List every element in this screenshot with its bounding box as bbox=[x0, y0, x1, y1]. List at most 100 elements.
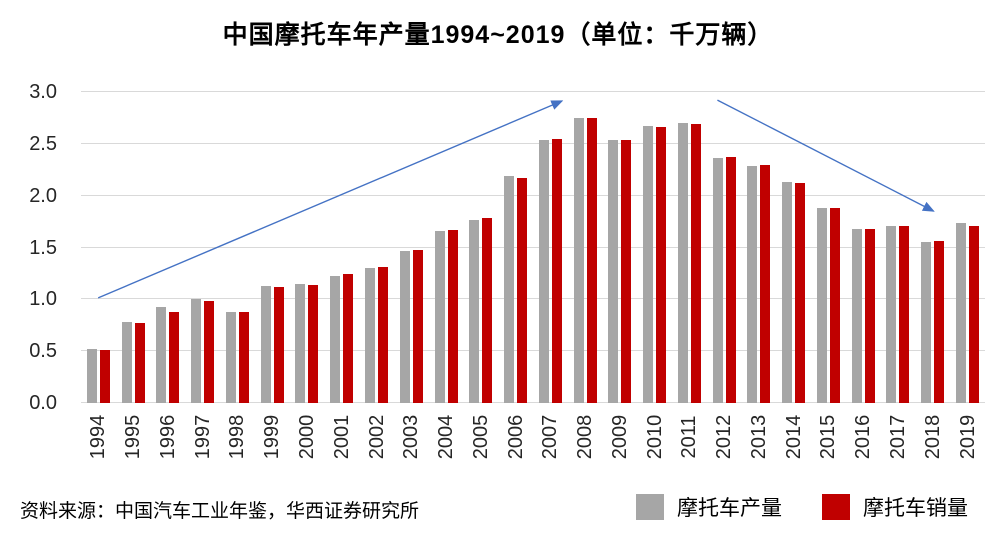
x-tick-label-2003: 2003 bbox=[400, 414, 423, 460]
x-tick-label-2018: 2018 bbox=[921, 414, 944, 460]
x-tick-cell: 1996 bbox=[151, 404, 186, 474]
sales-bar-2011 bbox=[690, 124, 701, 403]
x-tick-cell: 2014 bbox=[776, 404, 811, 474]
y-axis: 0.0 0.5 1.0 1.5 2.0 2.5 3.0 bbox=[0, 82, 57, 413]
production-bar-2009 bbox=[608, 139, 619, 403]
x-tick-cell: 2009 bbox=[602, 404, 637, 474]
bar-group-2011 bbox=[672, 92, 707, 403]
sales-bar-2001 bbox=[343, 274, 354, 403]
production-bar-2016 bbox=[851, 228, 862, 403]
bar-group-1997 bbox=[185, 92, 220, 403]
production-bar-2017 bbox=[886, 225, 897, 403]
y-tick-label: 3.0 bbox=[29, 81, 57, 103]
sales-bar-1996 bbox=[169, 311, 180, 403]
x-tick-cell: 2018 bbox=[915, 404, 950, 474]
x-tick-label-2001: 2001 bbox=[330, 414, 353, 460]
plot-area bbox=[81, 91, 985, 403]
sales-bar-1995 bbox=[134, 323, 145, 403]
x-tick-cell: 2007 bbox=[533, 404, 568, 474]
sales-bar-2018 bbox=[934, 241, 945, 403]
sales-bar-2019 bbox=[969, 225, 980, 403]
sales-bar-1994 bbox=[99, 350, 110, 403]
x-tick-cell: 2010 bbox=[637, 404, 672, 474]
production-bar-2001 bbox=[330, 275, 341, 403]
sales-bar-2002 bbox=[378, 267, 388, 403]
y-tick-label: 0.5 bbox=[29, 340, 57, 363]
x-tick-cell: 2005 bbox=[463, 404, 498, 474]
sales-bar-2007 bbox=[551, 138, 562, 403]
sales-bar-2013 bbox=[760, 164, 771, 403]
bar-group-1996 bbox=[151, 92, 186, 403]
sales-bar-2004 bbox=[447, 229, 458, 403]
bar-group-2003 bbox=[394, 92, 429, 403]
x-tick-label-1999: 1999 bbox=[261, 414, 284, 460]
sales-bar-2008 bbox=[586, 117, 597, 403]
bar-group-2009 bbox=[602, 92, 637, 403]
x-tick-label-2004: 2004 bbox=[435, 414, 458, 460]
y-tick-label: 1.0 bbox=[29, 288, 57, 311]
bar-group-2017 bbox=[881, 92, 916, 403]
y-tick-label: 2.0 bbox=[29, 184, 57, 207]
bar-group-2014 bbox=[776, 92, 811, 403]
x-tick-cell: 2011 bbox=[672, 404, 707, 474]
production-bar-2018 bbox=[921, 242, 932, 403]
x-tick-label-1997: 1997 bbox=[191, 414, 214, 460]
production-bar-2019 bbox=[956, 222, 967, 403]
bar-group-2007 bbox=[533, 92, 568, 403]
bar-group-2006 bbox=[498, 92, 533, 403]
x-tick-cell: 2001 bbox=[324, 404, 359, 474]
legend-item-sales: 摩托车销量 bbox=[822, 492, 968, 522]
x-tick-label-2015: 2015 bbox=[817, 414, 840, 460]
x-tick-cell: 2016 bbox=[846, 404, 881, 474]
bar-group-2012 bbox=[707, 92, 742, 403]
x-tick-label-2013: 2013 bbox=[747, 414, 770, 460]
production-bar-2003 bbox=[399, 250, 410, 403]
x-tick-cell: 1999 bbox=[255, 404, 290, 474]
x-tick-cell: 2015 bbox=[811, 404, 846, 474]
x-tick-label-2009: 2009 bbox=[608, 414, 631, 460]
bar-group-2016 bbox=[846, 92, 881, 403]
y-tick-label: 1.5 bbox=[29, 236, 57, 259]
bar-group-2000 bbox=[290, 92, 325, 403]
sales-bar-2017 bbox=[899, 225, 910, 403]
bar-group-2008 bbox=[568, 92, 603, 403]
sales-bar-2016 bbox=[864, 228, 875, 403]
production-bar-2014 bbox=[782, 182, 793, 403]
bar-group-1998 bbox=[220, 92, 255, 403]
sales-bar-2015 bbox=[829, 208, 840, 403]
y-tick-label: 0.0 bbox=[29, 392, 57, 414]
bar-group-2010 bbox=[637, 92, 672, 403]
x-tick-label-2016: 2016 bbox=[852, 414, 875, 460]
legend-label-sales: 摩托车销量 bbox=[863, 497, 968, 520]
sales-bar-2012 bbox=[725, 157, 736, 403]
x-tick-label-2019: 2019 bbox=[956, 414, 979, 460]
x-tick-label-1998: 1998 bbox=[226, 414, 249, 460]
sales-swatch bbox=[822, 494, 850, 520]
legend: 摩托车产量 摩托车销量 bbox=[636, 492, 968, 522]
production-bar-2015 bbox=[816, 208, 827, 403]
chart-title: 中国摩托车年产量1994~2019（单位：千万辆） bbox=[222, 21, 774, 49]
production-bar-2012 bbox=[712, 158, 723, 403]
production-bar-1997 bbox=[191, 299, 202, 403]
production-bar-2007 bbox=[538, 139, 549, 403]
x-tick-cell: 2017 bbox=[881, 404, 916, 474]
x-tick-cell: 2006 bbox=[498, 404, 533, 474]
production-bar-1994 bbox=[86, 349, 97, 403]
production-bar-1999 bbox=[260, 285, 271, 403]
x-tick-label-2010: 2010 bbox=[643, 414, 666, 460]
x-tick-cell: 2003 bbox=[394, 404, 429, 474]
sales-bar-2014 bbox=[795, 183, 806, 403]
bar-group-2013 bbox=[742, 92, 777, 403]
bar-group-1995 bbox=[116, 92, 151, 403]
x-tick-cell: 2012 bbox=[707, 404, 742, 474]
bar-group-2005 bbox=[463, 92, 498, 403]
sales-bar-2006 bbox=[517, 178, 528, 403]
x-tick-label-2006: 2006 bbox=[504, 414, 527, 460]
x-tick-label-1994: 1994 bbox=[87, 414, 110, 460]
bar-group-2002 bbox=[359, 92, 394, 403]
bar-group-2018 bbox=[915, 92, 950, 403]
x-tick-label-1995: 1995 bbox=[122, 414, 145, 460]
production-bar-2010 bbox=[643, 126, 654, 403]
production-bar-2005 bbox=[469, 219, 480, 403]
bar-group-2019 bbox=[950, 92, 985, 403]
